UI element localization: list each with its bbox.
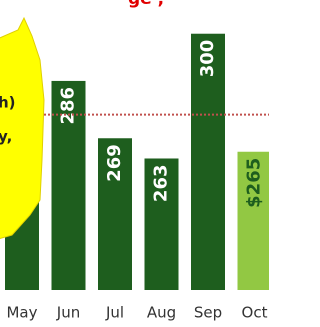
- x-tick-label: May: [6, 304, 37, 322]
- value-label: 300: [197, 40, 218, 78]
- x-tick-label: Sep: [194, 304, 222, 322]
- callout-text: h): [0, 94, 16, 112]
- value-label: 269: [104, 144, 125, 182]
- chart: ge , May286Jun269Jul263Aug300Sep$265Oct …: [0, 0, 269, 327]
- value-label: $265: [244, 158, 265, 208]
- x-tick-label: Jul: [105, 304, 124, 322]
- value-label: 263: [151, 164, 172, 202]
- chart-title: ge ,: [128, 0, 164, 9]
- x-tick-label: Oct: [242, 304, 268, 322]
- x-tick-label: Jun: [56, 304, 80, 322]
- callout-text: y,: [0, 128, 12, 146]
- x-tick-label: Aug: [147, 304, 176, 322]
- value-label: 286: [58, 87, 79, 125]
